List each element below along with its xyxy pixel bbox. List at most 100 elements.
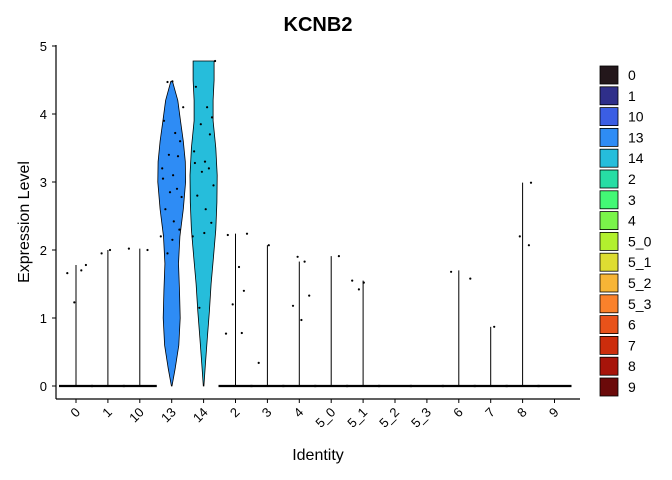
data-point: [212, 184, 215, 187]
legend-swatch: [599, 127, 619, 147]
data-point: [161, 177, 165, 180]
y-tick-label: 0: [40, 379, 47, 394]
data-point: [161, 167, 164, 170]
legend-swatch: [599, 335, 619, 355]
data-point: [166, 80, 169, 84]
data-point: [527, 244, 531, 247]
data-point: [108, 248, 112, 252]
data-point: [176, 155, 180, 158]
data-point: [146, 248, 149, 252]
data-point: [300, 318, 303, 322]
violin-14: [189, 60, 218, 387]
data-point: [337, 255, 340, 258]
data-point: [179, 140, 182, 143]
x-tick-label: 2: [227, 405, 243, 421]
chart-title: KCNB2: [284, 14, 353, 36]
x-tick-label: 5_1: [344, 405, 370, 431]
data-point: [162, 119, 166, 122]
data-point: [450, 270, 453, 273]
data-point: [127, 247, 130, 250]
data-point: [171, 80, 174, 83]
x-tick-label: 9: [546, 405, 562, 421]
x-tick-label: 0: [67, 405, 83, 421]
x-tick-label: 13: [158, 405, 179, 426]
data-point: [191, 235, 194, 238]
data-point: [168, 191, 172, 194]
data-point: [196, 194, 199, 197]
data-point: [167, 153, 170, 156]
data-point: [182, 106, 185, 109]
violins-layer: [59, 60, 572, 388]
data-point: [357, 288, 360, 291]
data-point: [237, 265, 241, 269]
x-tick-label: 8: [514, 405, 530, 421]
data-point: [172, 220, 175, 223]
legend-swatch: [599, 107, 619, 126]
legend-swatch: [599, 190, 619, 210]
legend-label: 13: [628, 129, 644, 145]
legend-swatch: [599, 356, 619, 376]
data-point: [84, 263, 87, 267]
legend-swatch: [599, 86, 619, 106]
data-point: [257, 361, 260, 364]
x-ticks: 0 1 10 13 14 2 3 4 5_0 5_1 5_2 5_3 6 7 8 9: [67, 399, 562, 431]
x-tick-label: 14: [190, 405, 211, 426]
data-point: [193, 161, 196, 165]
legend-swatch: [599, 231, 619, 251]
data-point: [469, 277, 472, 280]
legend-label: 0: [628, 67, 636, 83]
x-tick-label: 5_0: [312, 405, 338, 431]
x-tick-label: 4: [291, 405, 307, 421]
y-tick-label: 2: [40, 243, 47, 258]
legend-swatch: [599, 273, 619, 293]
legend-label: 7: [628, 337, 636, 353]
legend-label: 6: [628, 317, 636, 333]
legend-label: 5_2: [628, 275, 652, 291]
x-tick-label: 10: [126, 405, 147, 426]
data-point: [214, 59, 217, 63]
data-point: [198, 306, 201, 309]
legend-label: 8: [628, 358, 636, 374]
x-axis-label: Identity: [292, 447, 344, 464]
data-point: [180, 195, 183, 199]
data-point: [226, 233, 229, 237]
legend-swatch: [599, 169, 619, 189]
legend-label: 9: [628, 379, 636, 395]
data-point: [174, 131, 177, 135]
data-point: [303, 260, 306, 263]
axes: [55, 45, 580, 400]
y-tick-label: 5: [40, 39, 47, 54]
x-tick-label: 1: [99, 405, 115, 421]
data-point: [208, 133, 211, 136]
data-point: [493, 325, 496, 328]
data-point: [164, 208, 167, 211]
data-point: [194, 85, 197, 88]
data-point: [296, 255, 299, 258]
data-point: [207, 167, 210, 170]
data-point: [73, 301, 76, 304]
legend-swatch: [599, 377, 619, 397]
data-point: [166, 252, 169, 255]
data-point: [159, 235, 162, 238]
y-tick-label: 1: [40, 311, 47, 326]
legend-swatch: [599, 252, 619, 272]
x-tick-label: 7: [482, 405, 498, 421]
data-point: [193, 150, 196, 153]
data-point: [172, 174, 175, 177]
x-tick-label: 6: [450, 405, 466, 421]
legend-swatch: [599, 315, 619, 335]
data-point: [175, 187, 179, 190]
data-point: [231, 303, 234, 306]
data-point: [80, 269, 83, 272]
data-point: [362, 281, 365, 284]
legend-label: 5_0: [628, 233, 652, 249]
points-layer: [66, 59, 533, 364]
legend-label: 3: [628, 192, 636, 208]
data-point: [210, 116, 214, 119]
legend-label: 14: [628, 150, 644, 166]
legend-label: 5_1: [628, 254, 652, 270]
y-tick-label: 4: [40, 107, 47, 122]
data-point: [200, 170, 203, 173]
legend: 0 1 10 13 14 2 3 4 5_0 5_1 5_2 5_3 6 7 8 9: [599, 65, 652, 397]
